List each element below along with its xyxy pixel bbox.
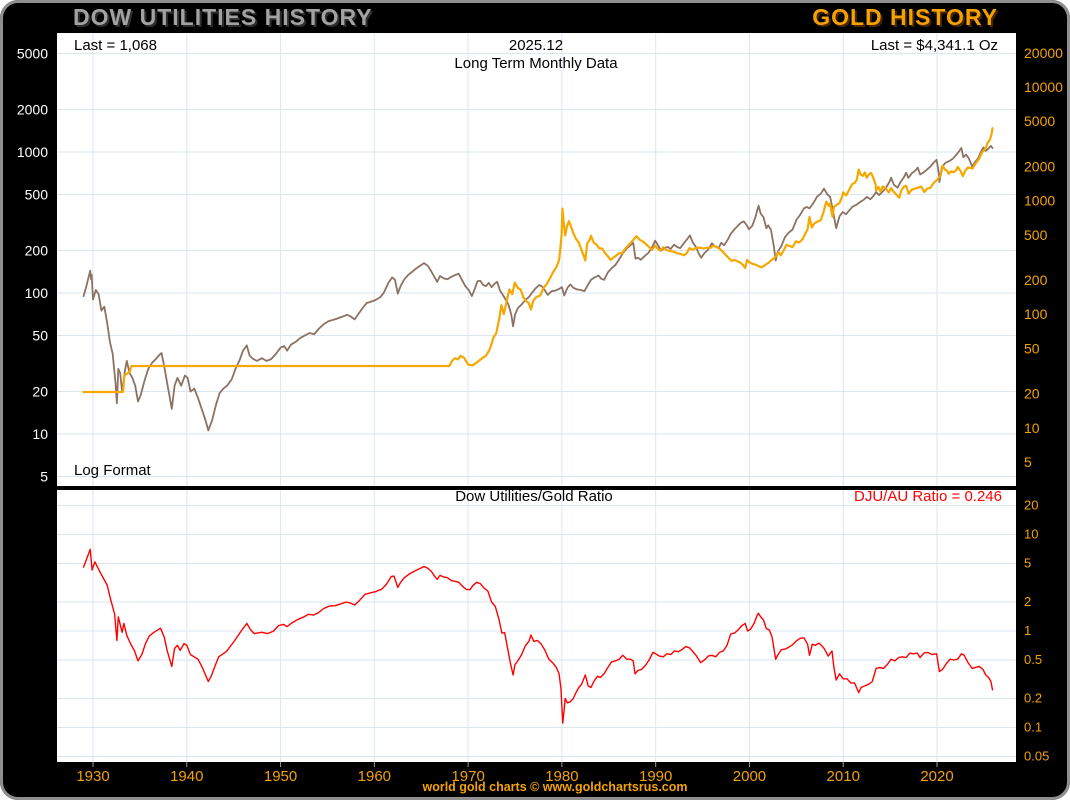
ratio-last-value-label: DJU/AU Ratio = 0.246 bbox=[854, 488, 1002, 505]
x-axis-tick-label: 1940 bbox=[170, 768, 203, 785]
right-axis-tick-label: 5000 bbox=[1024, 113, 1055, 129]
right-axis-tick-label: 500 bbox=[1024, 227, 1048, 243]
x-axis-tick-label: 2000 bbox=[733, 768, 766, 785]
bottom-panel-bg bbox=[57, 490, 1016, 762]
x-axis-tick-label: 1980 bbox=[545, 768, 578, 785]
copyright-footer: world gold charts © www.goldchartsrus.co… bbox=[422, 780, 688, 794]
left-axis-tick-label: 2000 bbox=[17, 102, 48, 118]
top-panel-bg bbox=[57, 33, 1016, 486]
x-axis-tick-label: 1950 bbox=[264, 768, 297, 785]
x-axis-tick-label: 2020 bbox=[920, 768, 953, 785]
left-axis-tick-label: 10 bbox=[32, 426, 48, 442]
right-axis-tick-label: 20000 bbox=[1024, 45, 1063, 61]
chart-subtitle: Long Term Monthly Data bbox=[454, 55, 618, 72]
ratio-axis-tick-label: 5 bbox=[1024, 556, 1031, 571]
page-title-gold: GOLD HISTORY bbox=[812, 4, 998, 30]
log-format-label: Log Format bbox=[74, 462, 151, 479]
left-axis-tick-label: 500 bbox=[25, 186, 49, 202]
dju-last-value-label: Last = 1,068 bbox=[74, 37, 157, 54]
series-dju-au-ratio bbox=[82, 548, 994, 724]
left-axis-tick-label: 5 bbox=[40, 468, 48, 484]
left-axis-tick-label: 20 bbox=[32, 384, 48, 400]
series-dow-utilities bbox=[82, 144, 994, 432]
right-axis-tick-label: 2000 bbox=[1024, 158, 1055, 174]
ratio-axis-tick-label: 20 bbox=[1024, 497, 1038, 512]
chart-date-label: 2025.12 bbox=[508, 37, 564, 54]
gold-last-value-label: Last = $4,341.1 Oz bbox=[870, 37, 998, 54]
x-axis-tick-label: 2010 bbox=[827, 768, 860, 785]
page-title-dow-utilities: DOW UTILITIES HISTORY bbox=[73, 4, 373, 30]
right-axis-tick-label: 5 bbox=[1024, 454, 1032, 470]
ratio-axis-tick-label: 0.1 bbox=[1024, 720, 1042, 735]
right-axis-tick-label: 20 bbox=[1024, 386, 1040, 402]
right-axis-tick-label: 200 bbox=[1024, 272, 1048, 288]
ratio-axis-tick-label: 10 bbox=[1024, 527, 1038, 542]
ratio-axis-tick-label: 2 bbox=[1024, 594, 1031, 609]
right-axis-tick-label: 1000 bbox=[1024, 193, 1055, 209]
left-axis-tick-label: 200 bbox=[25, 243, 49, 259]
ratio-axis-tick-label: 0.2 bbox=[1024, 690, 1042, 705]
right-axis-tick-label: 100 bbox=[1024, 306, 1048, 322]
right-axis-tick-label: 10000 bbox=[1024, 79, 1063, 95]
x-axis-tick-label: 1970 bbox=[451, 768, 484, 785]
left-axis-tick-label: 50 bbox=[32, 327, 48, 343]
x-axis-tick-label: 1930 bbox=[76, 768, 109, 785]
x-axis-tick-label: 1960 bbox=[358, 768, 391, 785]
ratio-panel-title: Dow Utilities/Gold Ratio bbox=[455, 488, 613, 505]
series-lines bbox=[82, 127, 994, 724]
gridlines bbox=[57, 33, 1016, 767]
ratio-axis-tick-label: 0.5 bbox=[1024, 652, 1042, 667]
right-axis-tick-label: 50 bbox=[1024, 340, 1040, 356]
left-axis-tick-label: 100 bbox=[25, 285, 49, 301]
right-axis-tick-label: 10 bbox=[1024, 420, 1040, 436]
axis-labels: 5000200010005002001005020105200001000050… bbox=[17, 45, 1063, 785]
series-gold bbox=[82, 127, 994, 394]
left-axis-tick-label: 1000 bbox=[17, 144, 48, 160]
ratio-axis-tick-label: 1 bbox=[1024, 623, 1031, 638]
left-axis-tick-label: 5000 bbox=[17, 45, 48, 61]
ratio-axis-tick-label: 0.05 bbox=[1024, 749, 1049, 764]
x-axis-tick-label: 1990 bbox=[639, 768, 672, 785]
